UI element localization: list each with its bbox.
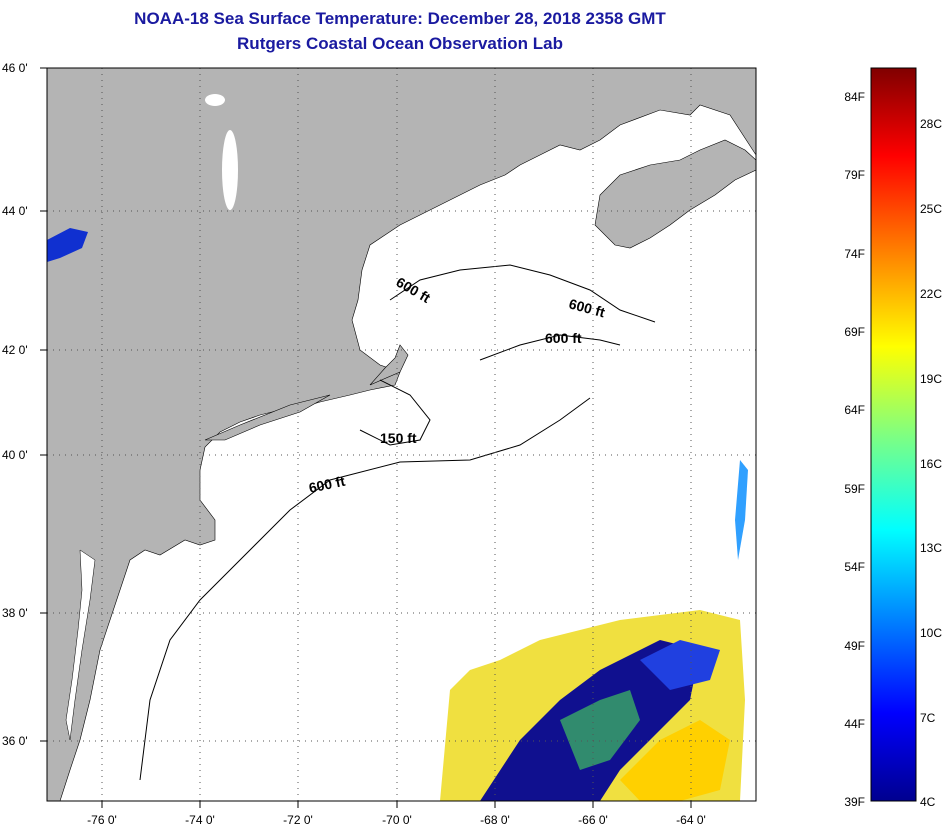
contour-label: 600 ft (545, 330, 582, 346)
contour-150ft (359, 379, 431, 446)
lake-ontario-sst (47, 228, 88, 262)
axis-ticks (40, 67, 692, 808)
contour-label: 600 ft (307, 473, 346, 496)
lon-label: -70 0' (382, 813, 412, 827)
lake (205, 94, 225, 106)
lon-label: -66 0' (578, 813, 608, 827)
lat-label: 40 0' (2, 448, 28, 462)
contour-600ft-shelf-break (139, 397, 591, 781)
graticule (47, 68, 756, 801)
colorbar-label-c: 22C (920, 287, 942, 301)
land-long-island (204, 394, 331, 441)
lake-champlain (222, 130, 238, 210)
colorbar-celsius-labels: 28C 25C 22C 19C 16C 13C 10C 7C 4C (920, 117, 942, 809)
contour-label: 150 ft (380, 430, 417, 446)
colorbar-label-c: 10C (920, 626, 942, 640)
lon-label: -64 0' (676, 813, 706, 827)
colorbar-label-c: 25C (920, 202, 942, 216)
colorbar-label-f: 39F (844, 795, 865, 809)
colorbar-label-c: 7C (920, 711, 936, 725)
colorbar-label-c: 19C (920, 372, 942, 386)
land-cape-cod (369, 344, 409, 386)
colorbar-label-f: 64F (844, 403, 865, 417)
land-nova-scotia (594, 139, 756, 249)
land-mainland (47, 68, 756, 801)
lon-label: -68 0' (480, 813, 510, 827)
lat-label: 46 0' (2, 61, 28, 75)
lat-label: 42 0' (2, 343, 28, 357)
lon-label: -72 0' (283, 813, 313, 827)
colorbar-label-f: 84F (844, 90, 865, 104)
colorbar-label-f: 69F (844, 325, 865, 339)
colorbar-label-c: 28C (920, 117, 942, 131)
map-subtitle: Rutgers Coastal Ocean Observation Lab (237, 34, 563, 53)
colorbar-label-c: 16C (920, 457, 942, 471)
lat-label: 44 0' (2, 204, 28, 218)
colorbar-label-c: 4C (920, 795, 936, 809)
colorbar-label-f: 49F (844, 639, 865, 653)
colorbar-fahrenheit-labels: 84F 79F 74F 69F 64F 59F 54F 49F 44F 39F (844, 90, 865, 809)
colorbar-label-f: 59F (844, 482, 865, 496)
lat-label: 38 0' (2, 606, 28, 620)
lat-label: 36 0' (2, 734, 28, 748)
contour-600ft-georges (479, 334, 621, 361)
lon-label: -76 0' (87, 813, 117, 827)
map-frame (46, 67, 757, 802)
colorbar-label-f: 54F (844, 560, 865, 574)
colorbar (870, 67, 917, 802)
colorbar-label-f: 74F (844, 247, 865, 261)
depth-contours (139, 264, 656, 781)
contour-600ft-gulf-maine (389, 264, 656, 323)
sst-data-patch (440, 460, 748, 801)
map-title: NOAA-18 Sea Surface Temperature: Decembe… (134, 9, 666, 28)
chesapeake-bay (65, 549, 96, 741)
colorbar-label-c: 13C (920, 541, 942, 555)
colorbar-label-f: 79F (844, 168, 865, 182)
colorbar-label-f: 44F (844, 717, 865, 731)
lon-label: -74 0' (185, 813, 215, 827)
